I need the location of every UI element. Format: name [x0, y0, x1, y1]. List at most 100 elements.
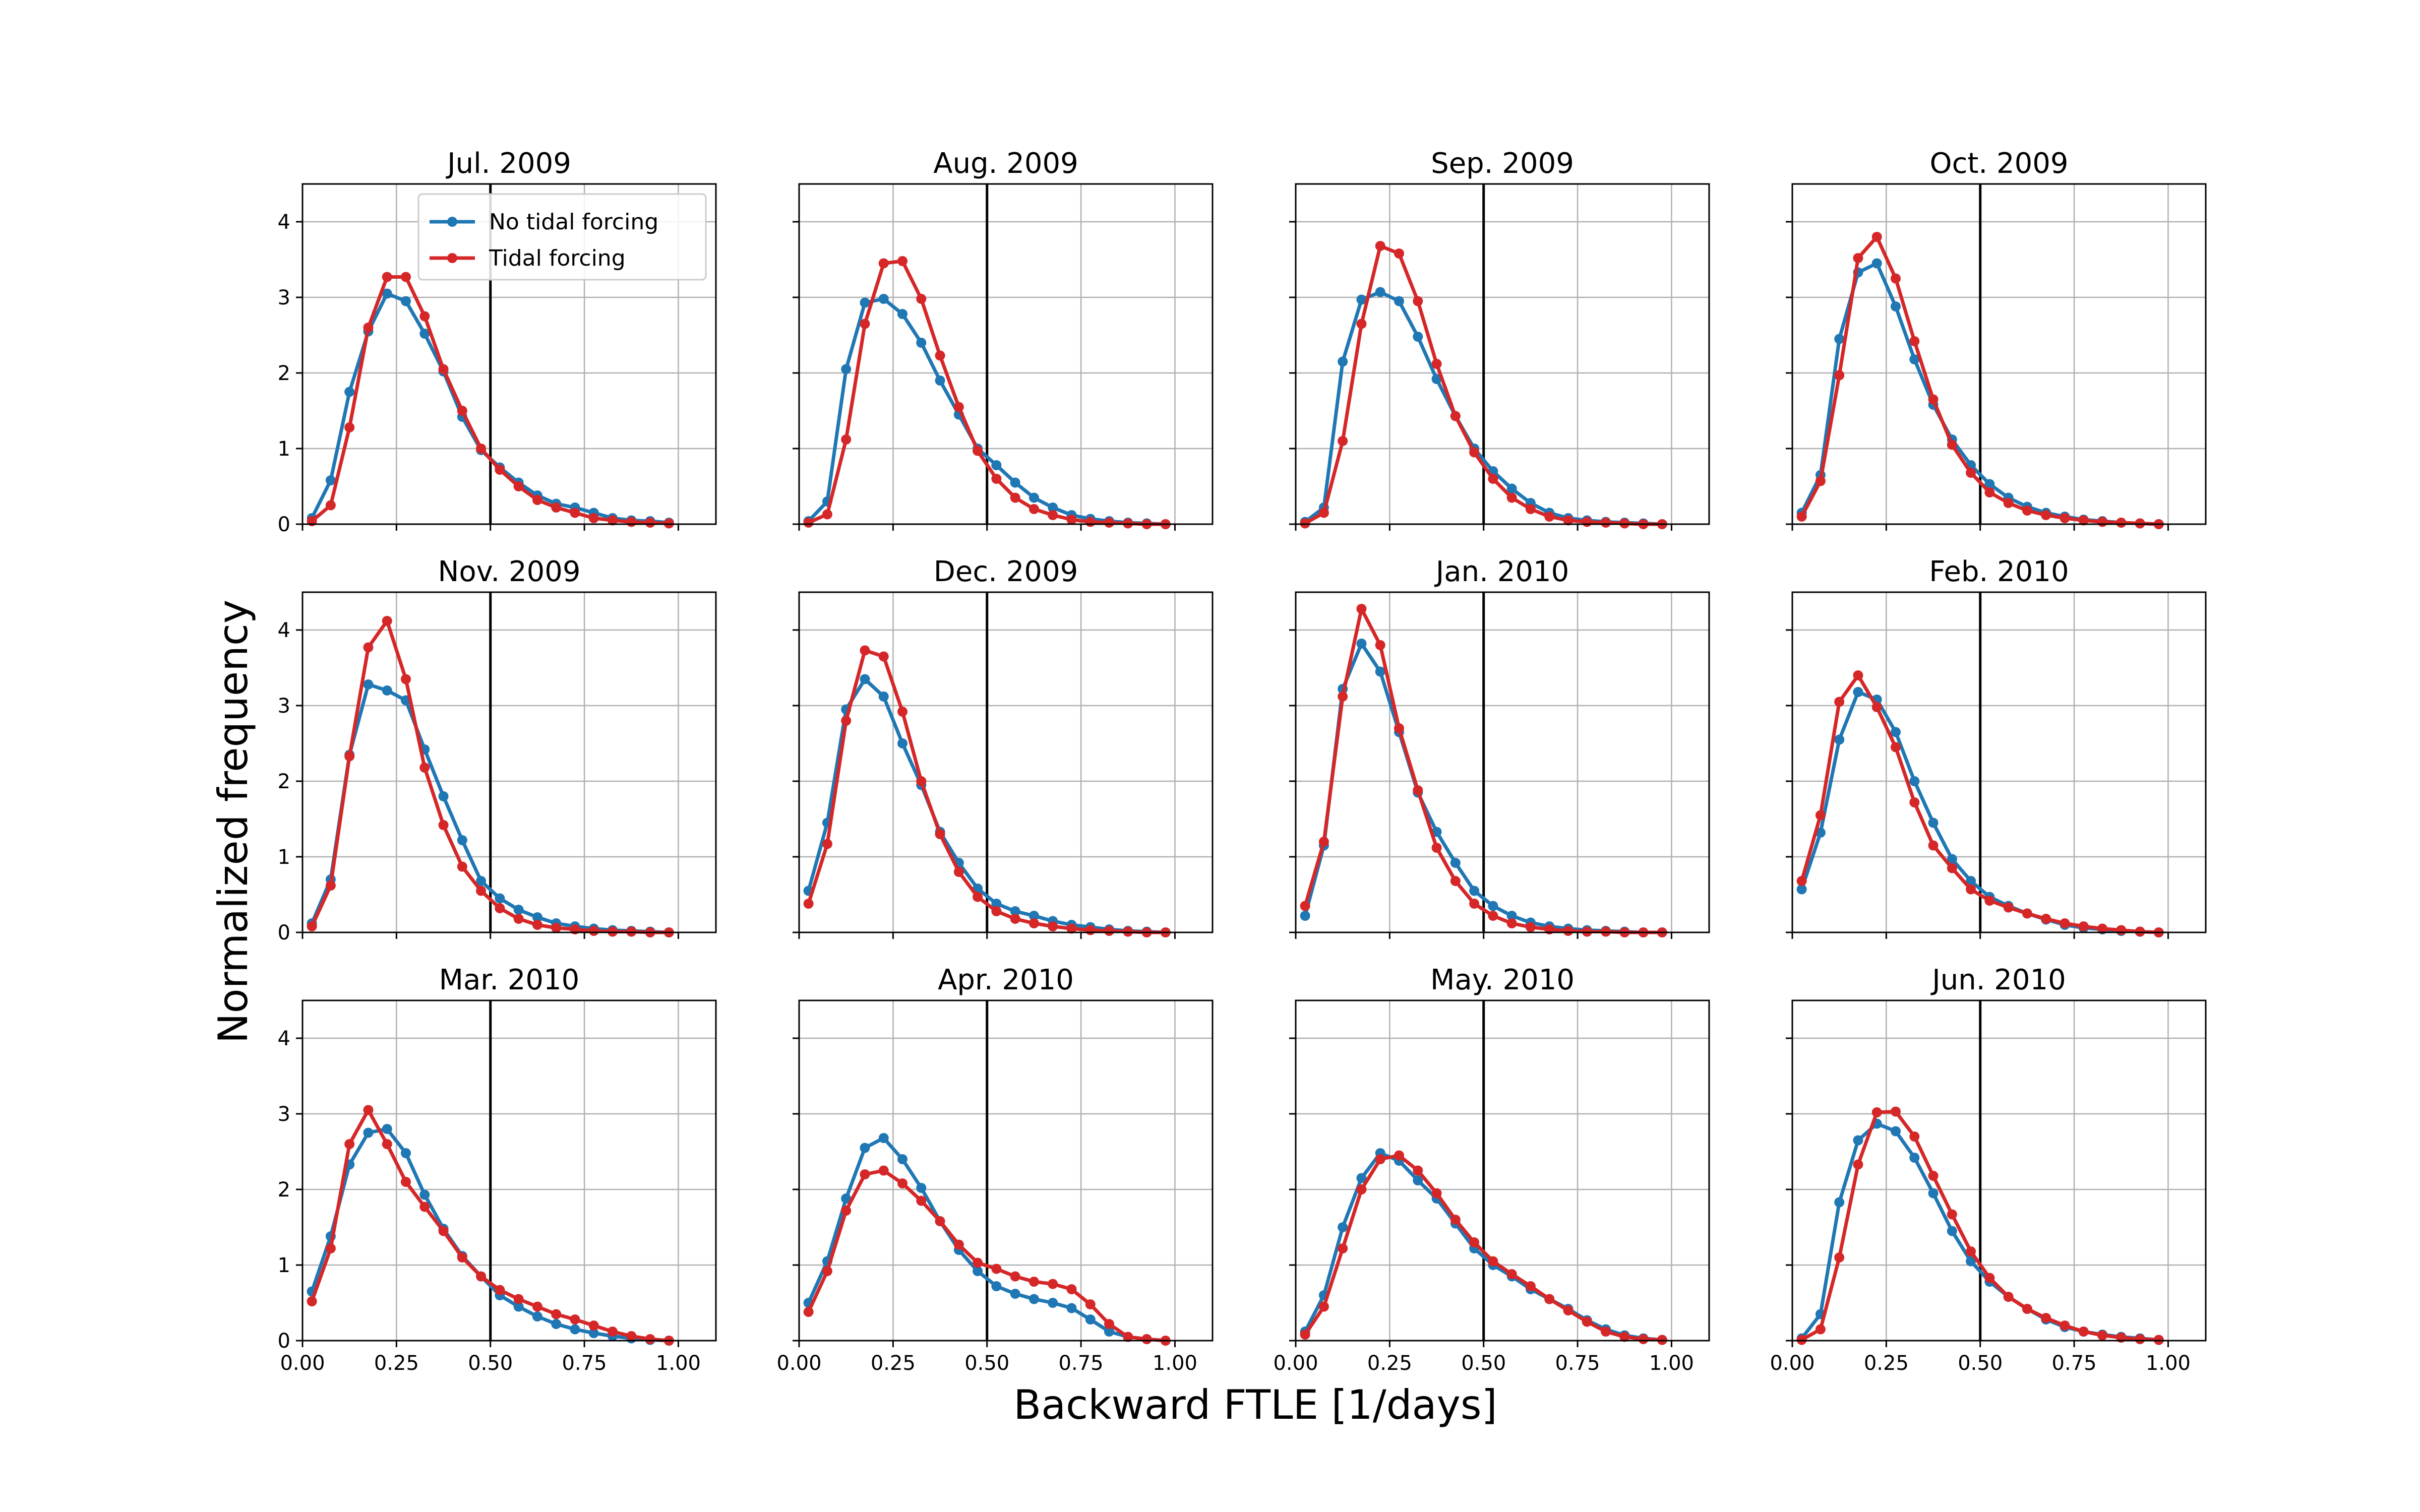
x-tick-label: 0.00: [1273, 1352, 1318, 1375]
data-point: [1338, 1243, 1348, 1253]
data-point: [1318, 508, 1329, 518]
data-point: [897, 1178, 908, 1188]
data-point: [344, 387, 355, 397]
data-point: [1431, 843, 1442, 853]
data-point: [1947, 1209, 1957, 1220]
data-point: [532, 495, 542, 505]
data-point: [363, 1127, 374, 1138]
data-point: [935, 375, 945, 386]
data-point: [2078, 1327, 2089, 1337]
data-point: [1375, 640, 1385, 650]
data-point: [438, 791, 449, 801]
data-point: [1141, 1334, 1152, 1344]
data-point: [916, 776, 927, 786]
data-point: [803, 899, 814, 909]
data-point: [1104, 926, 1114, 936]
subplot-panel: Jan. 2010: [1289, 555, 1710, 939]
data-point: [1010, 492, 1020, 503]
data-point: [1966, 468, 1976, 478]
data-point: [878, 1133, 889, 1143]
data-point: [2060, 513, 2070, 523]
data-point: [1834, 734, 1845, 745]
data-point: [1871, 1107, 1882, 1117]
x-tick-label: 0.75: [1555, 1352, 1600, 1375]
x-tick-label: 1.00: [2146, 1352, 2191, 1375]
data-point: [382, 272, 392, 282]
data-point: [878, 294, 889, 304]
data-point: [822, 509, 832, 520]
data-point: [822, 839, 832, 849]
data-point: [1300, 911, 1310, 921]
data-point: [1834, 370, 1845, 381]
data-point: [1431, 374, 1442, 384]
data-point: [570, 1314, 580, 1325]
data-point: [382, 288, 392, 299]
data-point: [1300, 901, 1310, 911]
data-point: [1853, 253, 1863, 263]
axes-frame: [798, 591, 1214, 933]
data-point: [570, 508, 580, 518]
y-tick-label: 0: [278, 921, 290, 944]
data-point: [1871, 702, 1882, 712]
data-point: [1338, 436, 1348, 446]
data-point: [916, 338, 927, 348]
data-point: [1506, 918, 1517, 928]
data-point: [1469, 1237, 1480, 1247]
data-point: [1525, 922, 1536, 932]
data-point: [401, 674, 411, 684]
x-tick-label: 0.50: [1958, 1352, 2003, 1375]
data-point: [1947, 1226, 1957, 1236]
data-point: [2097, 517, 2107, 527]
y-tick-label: 4: [278, 619, 290, 642]
data-point: [588, 926, 599, 936]
data-point: [1984, 487, 1995, 497]
data-point: [2078, 921, 2089, 931]
data-point: [476, 1271, 487, 1282]
data-point: [1601, 518, 1611, 528]
data-point: [916, 294, 927, 304]
x-tick-label: 0.75: [2052, 1352, 2097, 1375]
data-point: [860, 1169, 870, 1179]
axes-frame: [798, 999, 1214, 1342]
data-point: [325, 500, 336, 511]
data-point: [438, 820, 449, 830]
data-point: [878, 1165, 889, 1176]
data-point: [401, 1148, 411, 1158]
axes-frame: [301, 999, 717, 1342]
data-point: [2097, 923, 2107, 934]
data-point: [1909, 776, 1920, 786]
data-point: [2003, 1292, 2014, 1302]
data-point: [1563, 515, 1574, 526]
data-point: [1506, 492, 1517, 503]
data-point: [1582, 1316, 1592, 1327]
subplot-panel: Sep. 2009: [1289, 147, 1710, 531]
data-point: [1815, 476, 1826, 486]
data-point: [991, 474, 1002, 484]
data-point: [1947, 863, 1957, 873]
y-tick-label: 1: [278, 1254, 290, 1277]
data-point: [1356, 319, 1367, 329]
data-point: [822, 1266, 832, 1276]
data-point: [2022, 1304, 2032, 1314]
data-point: [495, 1285, 505, 1295]
data-point: [1469, 447, 1480, 458]
data-point: [626, 1331, 637, 1341]
data-point: [532, 920, 542, 930]
y-tick-label: 2: [278, 1178, 290, 1202]
data-point: [860, 1143, 870, 1153]
data-point: [1563, 926, 1574, 936]
axes-frame: [1791, 999, 2207, 1342]
legend-marker: [447, 217, 457, 227]
data-point: [1815, 1324, 1826, 1335]
data-point: [897, 309, 908, 319]
data-point: [363, 323, 374, 333]
data-point: [1928, 394, 1939, 405]
data-point: [457, 861, 467, 872]
data-point: [1413, 1165, 1423, 1176]
data-point: [1488, 1256, 1498, 1267]
data-point: [513, 1294, 524, 1304]
data-point: [645, 1334, 655, 1344]
data-point: [551, 1309, 562, 1319]
data-point: [1853, 1135, 1863, 1146]
